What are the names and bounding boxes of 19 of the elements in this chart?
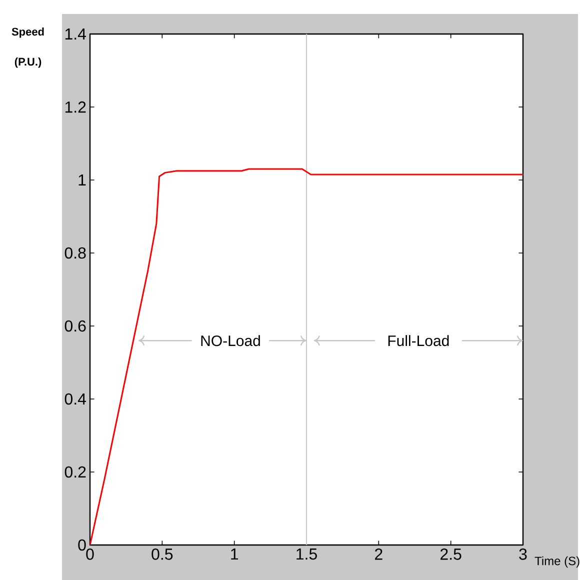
y-tick-label: 0.6 — [64, 320, 86, 332]
y-tick-label: 0.8 — [64, 247, 86, 259]
x-axis-title: Time (S) — [534, 556, 580, 568]
x-tick-label: 0.5 — [152, 548, 173, 560]
x-tick-label: 2 — [375, 548, 382, 560]
annotation: NO-Load — [201, 335, 260, 346]
x-tick-label: 2.5 — [440, 548, 462, 560]
x-tick-label: 1 — [231, 548, 238, 560]
y-tick-label: 0.2 — [64, 466, 86, 478]
y-tick-label: 0 — [78, 539, 86, 551]
y-tick-label: 1 — [78, 174, 86, 186]
annotation: Full-Load — [388, 335, 449, 346]
x-tick-label: 1.5 — [296, 548, 317, 560]
x-tick-label: 0 — [86, 548, 94, 560]
y-tick-label: 0.4 — [64, 393, 86, 405]
y-tick-label: 1.2 — [65, 101, 86, 113]
y-tick-label: 1.4 — [65, 28, 86, 40]
text: Speed (P.U.) — [12, 28, 44, 68]
x-tick-label: 3 — [519, 548, 527, 560]
